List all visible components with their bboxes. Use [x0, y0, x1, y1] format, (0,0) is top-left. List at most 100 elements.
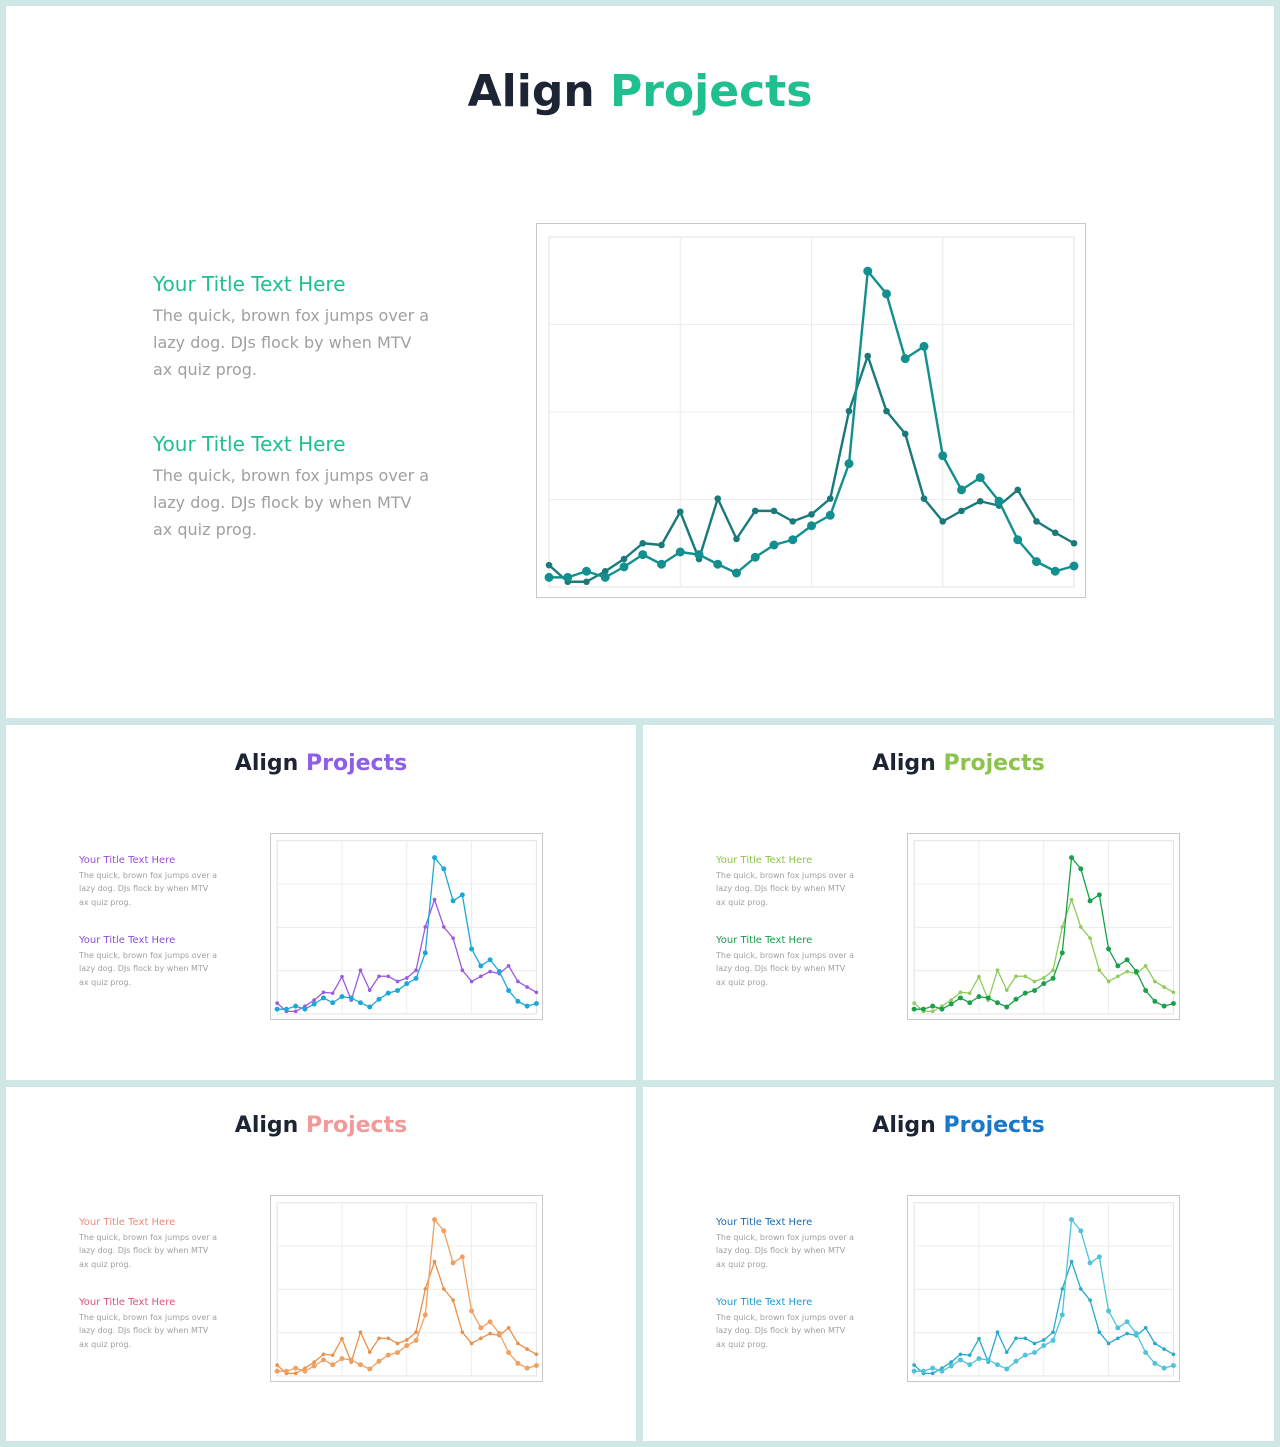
- series-point: [367, 1350, 372, 1354]
- block-body: The quick, brown fox jumps over a lazy d…: [79, 951, 218, 987]
- series-point: [506, 964, 511, 968]
- series-point: [524, 1365, 530, 1371]
- series-point: [1152, 998, 1158, 1004]
- series-point: [1161, 1003, 1167, 1009]
- series-point: [1143, 988, 1149, 994]
- series-point: [413, 975, 419, 981]
- series-point: [958, 507, 965, 515]
- text-block: Your Title Text Here The quick, brown fox…: [79, 1217, 219, 1271]
- block-body: The quick, brown fox jumps over a lazy d…: [716, 1233, 855, 1269]
- series-point: [469, 946, 475, 952]
- series-point: [460, 968, 465, 973]
- series-point: [450, 1260, 456, 1266]
- block-heading: Your Title Text Here: [79, 855, 176, 866]
- series-point: [544, 572, 554, 582]
- text-block: Your Title Text Here The quick, brown fox…: [79, 935, 219, 989]
- series-point: [1162, 1347, 1166, 1351]
- series-point: [807, 521, 816, 531]
- series-point: [321, 990, 326, 995]
- series-point: [404, 1338, 409, 1342]
- series-point: [657, 559, 666, 569]
- series-point: [967, 1353, 972, 1357]
- series-point: [1171, 1352, 1176, 1357]
- series-point: [1032, 1350, 1037, 1356]
- series-point: [920, 1368, 926, 1374]
- series-point: [459, 1254, 465, 1260]
- series-point: [533, 1001, 539, 1007]
- series-point: [1125, 969, 1129, 974]
- title-right: Projects: [943, 1113, 1045, 1138]
- series-point: [1152, 1360, 1158, 1366]
- series-point: [975, 473, 985, 483]
- block-heading: Your Title Text Here: [716, 935, 813, 946]
- series-point: [469, 1308, 475, 1314]
- block-heading: Your Title Text Here: [153, 272, 346, 296]
- slide: Align Projects Your Title Text Here The qu…: [643, 1087, 1274, 1441]
- series-point: [385, 990, 391, 996]
- series-point: [1171, 990, 1176, 995]
- series-point: [911, 1368, 917, 1374]
- series-point: [1069, 1259, 1074, 1264]
- series-point: [985, 995, 991, 1001]
- series-point: [1143, 1326, 1148, 1330]
- series-point: [958, 1352, 963, 1357]
- series-point: [432, 1217, 438, 1223]
- series-point: [1059, 1312, 1065, 1318]
- series-point: [638, 550, 648, 560]
- block-heading: Your Title Text Here: [716, 1297, 813, 1308]
- series-point: [1004, 1366, 1010, 1372]
- series-point: [330, 1362, 336, 1368]
- series-point: [1069, 561, 1079, 571]
- series-point: [639, 539, 647, 547]
- series-point: [1097, 1330, 1102, 1335]
- series-point: [675, 547, 685, 557]
- series-point: [302, 1368, 308, 1374]
- text-block: Your Title Text Here The quick, brown fox…: [153, 432, 433, 543]
- text-block: Your Title Text Here The quick, brown fox…: [716, 855, 856, 909]
- series-point: [358, 1330, 363, 1335]
- series-point: [293, 1003, 299, 1009]
- series-point: [377, 1336, 381, 1341]
- series-point: [451, 936, 455, 940]
- series-point: [751, 507, 759, 515]
- series-point: [367, 988, 372, 992]
- series-point: [1106, 1308, 1112, 1314]
- series-point: [302, 1006, 308, 1012]
- series-point: [478, 1325, 484, 1331]
- series-point: [967, 991, 972, 995]
- series-point: [377, 974, 381, 979]
- series-point: [385, 1352, 391, 1358]
- block-body: The quick, brown fox jumps over a lazy d…: [716, 951, 855, 987]
- series-point: [1041, 981, 1047, 987]
- series-point: [912, 1363, 916, 1367]
- series-point: [694, 550, 704, 560]
- series-point: [601, 567, 609, 575]
- chart: [270, 1195, 543, 1382]
- series-point: [967, 1000, 973, 1006]
- series-point: [1096, 1254, 1102, 1260]
- series-point: [432, 897, 437, 902]
- series-point: [506, 988, 512, 994]
- series-point: [488, 1331, 492, 1336]
- series-point: [534, 1352, 539, 1357]
- series-point: [545, 561, 553, 569]
- series-point: [930, 1009, 935, 1014]
- series-point: [496, 1331, 502, 1336]
- series-point: [312, 1360, 317, 1364]
- series-point: [1014, 974, 1018, 979]
- series-point: [1004, 1004, 1010, 1010]
- series-point: [976, 1356, 982, 1362]
- block-body: The quick, brown fox jumps over a lazy d…: [153, 466, 430, 539]
- series-point: [311, 1001, 317, 1007]
- series-point: [600, 572, 610, 582]
- series-point: [293, 1371, 298, 1376]
- series-point: [1124, 957, 1130, 963]
- series-point: [1022, 1352, 1028, 1358]
- series-point: [882, 289, 891, 299]
- title-left: Align: [872, 1113, 936, 1138]
- series-point: [1014, 486, 1022, 494]
- series-point: [714, 495, 722, 502]
- series-point: [404, 1343, 410, 1349]
- series-point: [957, 485, 966, 495]
- series-point: [900, 354, 910, 364]
